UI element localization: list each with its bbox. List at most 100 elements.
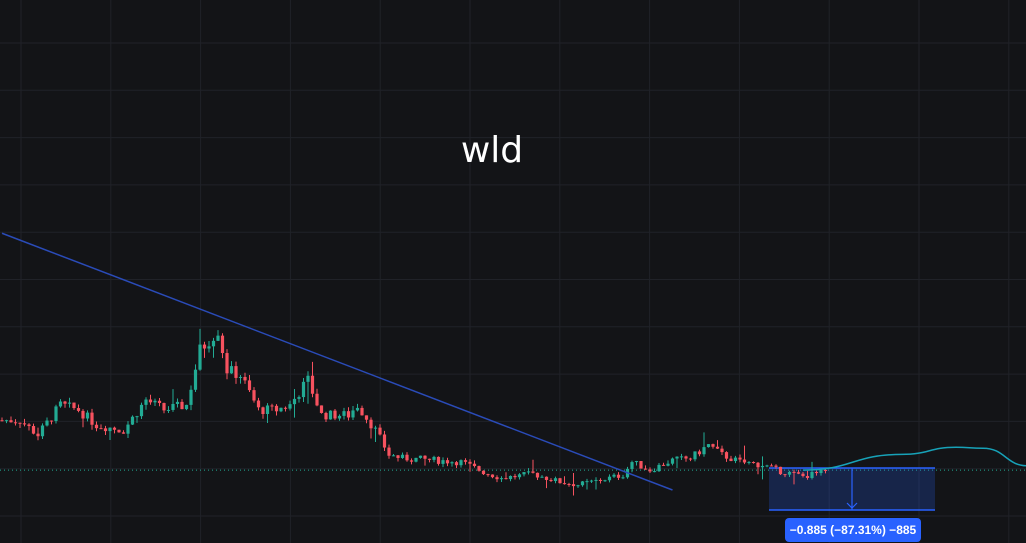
candle-body <box>229 366 234 374</box>
candle-body <box>121 432 126 434</box>
candle-body <box>549 479 553 482</box>
candle-body <box>580 481 585 486</box>
candle-body <box>756 462 760 468</box>
candle-body <box>711 444 715 447</box>
candle-body <box>0 420 4 422</box>
candle-body <box>180 401 184 410</box>
candle-body <box>724 452 729 459</box>
candle-body <box>13 422 18 424</box>
candle-body <box>576 485 580 487</box>
candle-body <box>405 454 409 461</box>
candle-body <box>522 472 526 475</box>
candle-body <box>306 375 310 382</box>
candle-body <box>684 456 688 459</box>
candle-body <box>369 419 373 429</box>
candle-body <box>112 427 117 430</box>
candle-body <box>324 412 328 420</box>
trendline <box>1 232 673 491</box>
candle-body <box>720 448 724 453</box>
candle-body <box>729 458 733 462</box>
candle-body <box>72 402 76 409</box>
candle-body <box>360 407 364 416</box>
candle-body <box>688 458 693 460</box>
candle-body <box>481 470 486 475</box>
candle-body <box>517 474 522 478</box>
candle-body <box>733 457 738 462</box>
candle-body <box>117 429 121 433</box>
candle-body <box>54 406 58 422</box>
candle-body <box>279 407 283 412</box>
candle-body <box>18 422 22 424</box>
candle-body <box>27 424 31 427</box>
candle-body <box>598 479 603 481</box>
candle-body <box>513 475 517 478</box>
candle-body <box>607 476 612 481</box>
candle-body <box>342 411 346 416</box>
candle-body <box>535 472 540 478</box>
candle-body <box>270 405 274 407</box>
candle-body <box>450 462 454 464</box>
candle-body <box>454 462 459 466</box>
candle-body <box>288 404 292 409</box>
candle-body <box>652 471 657 473</box>
candle-body <box>108 427 112 432</box>
candle-body <box>193 369 198 390</box>
measure-arrow-icon <box>846 502 858 509</box>
measure-label: −0.885 (−87.31%) −885 <box>785 518 921 542</box>
candle-body <box>751 462 756 464</box>
candle-body <box>337 415 342 419</box>
candle-body <box>301 381 306 398</box>
candle-body <box>643 468 648 470</box>
candle-body <box>603 480 607 482</box>
candle-body <box>702 447 706 455</box>
candle-body <box>333 410 337 419</box>
candle-body <box>409 460 414 462</box>
candle-body <box>814 471 819 474</box>
candle-body <box>396 455 400 458</box>
candle-body <box>648 469 652 472</box>
candle-body <box>67 402 72 404</box>
candle-body <box>715 446 720 449</box>
candle-body <box>94 424 99 429</box>
candle-body <box>261 407 265 414</box>
candle-body <box>477 466 481 471</box>
candle-body <box>171 403 175 410</box>
candle-body <box>414 457 418 462</box>
candle-body <box>706 444 711 448</box>
candle-body <box>126 424 130 434</box>
candle-body <box>436 456 441 464</box>
candle-body <box>234 366 238 378</box>
candle-body <box>499 478 504 480</box>
candle-body <box>130 416 135 425</box>
candle-body <box>400 454 405 458</box>
candle-body <box>418 455 423 458</box>
candle-body <box>774 465 778 467</box>
candle-body <box>378 427 382 435</box>
candle-body <box>319 405 324 413</box>
candle-body <box>783 474 787 476</box>
candle-body <box>328 410 333 420</box>
candle-body <box>162 403 166 411</box>
candle-body <box>153 400 157 403</box>
candle-body <box>355 407 360 411</box>
candle-body <box>657 464 661 472</box>
candle-body <box>243 376 247 381</box>
candle-body <box>198 344 202 370</box>
candle-body <box>675 456 679 459</box>
candle-body <box>693 451 697 460</box>
candle-body <box>265 405 270 414</box>
candle-body <box>459 460 463 466</box>
candle-body <box>468 461 472 464</box>
candle-body <box>292 398 297 405</box>
candle-body <box>810 471 814 478</box>
candle-body <box>796 472 801 474</box>
candle-body <box>621 477 625 479</box>
candle-body <box>531 471 535 473</box>
candle-body <box>184 404 189 410</box>
candle-body <box>562 483 567 485</box>
candle-body <box>742 459 747 463</box>
chart-title: wld <box>460 130 524 171</box>
candle-body <box>63 401 67 404</box>
